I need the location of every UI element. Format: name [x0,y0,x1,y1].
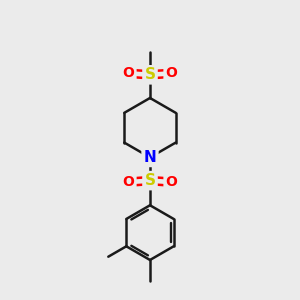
Text: O: O [123,66,134,80]
Text: O: O [123,175,134,189]
Text: S: S [145,67,155,82]
Text: N: N [144,150,156,165]
Text: S: S [145,173,155,188]
Text: O: O [166,66,177,80]
Text: O: O [166,175,177,189]
